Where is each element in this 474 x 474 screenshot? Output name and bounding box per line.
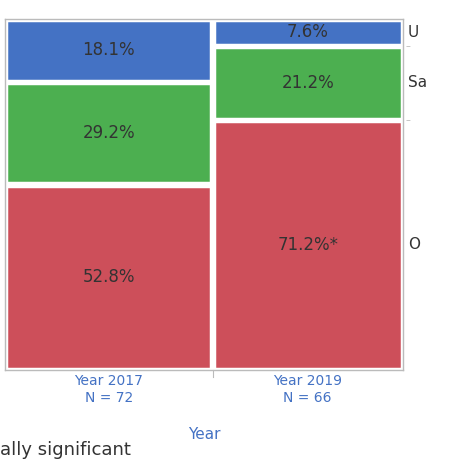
Text: ally significant: ally significant — [0, 441, 131, 459]
Text: 52.8%: 52.8% — [82, 268, 135, 286]
Text: –: – — [405, 41, 410, 51]
Text: 21.2%: 21.2% — [282, 74, 334, 92]
Text: O: O — [408, 237, 419, 252]
Bar — [6, 83, 211, 183]
Bar — [6, 19, 211, 81]
Bar — [6, 186, 211, 369]
Text: U: U — [408, 25, 419, 40]
Bar — [214, 20, 401, 45]
Bar — [214, 46, 401, 119]
Text: Sa: Sa — [408, 75, 427, 91]
Text: 18.1%: 18.1% — [82, 41, 135, 59]
Text: Year: Year — [188, 427, 220, 442]
Text: 71.2%*: 71.2%* — [277, 236, 338, 254]
Text: 29.2%: 29.2% — [82, 124, 135, 142]
Text: Year 2019
N = 66: Year 2019 N = 66 — [273, 374, 342, 405]
Text: 7.6%: 7.6% — [287, 23, 328, 41]
Text: –: – — [405, 115, 410, 125]
Bar — [214, 121, 401, 369]
Text: Year 2017
N = 72: Year 2017 N = 72 — [74, 374, 143, 405]
